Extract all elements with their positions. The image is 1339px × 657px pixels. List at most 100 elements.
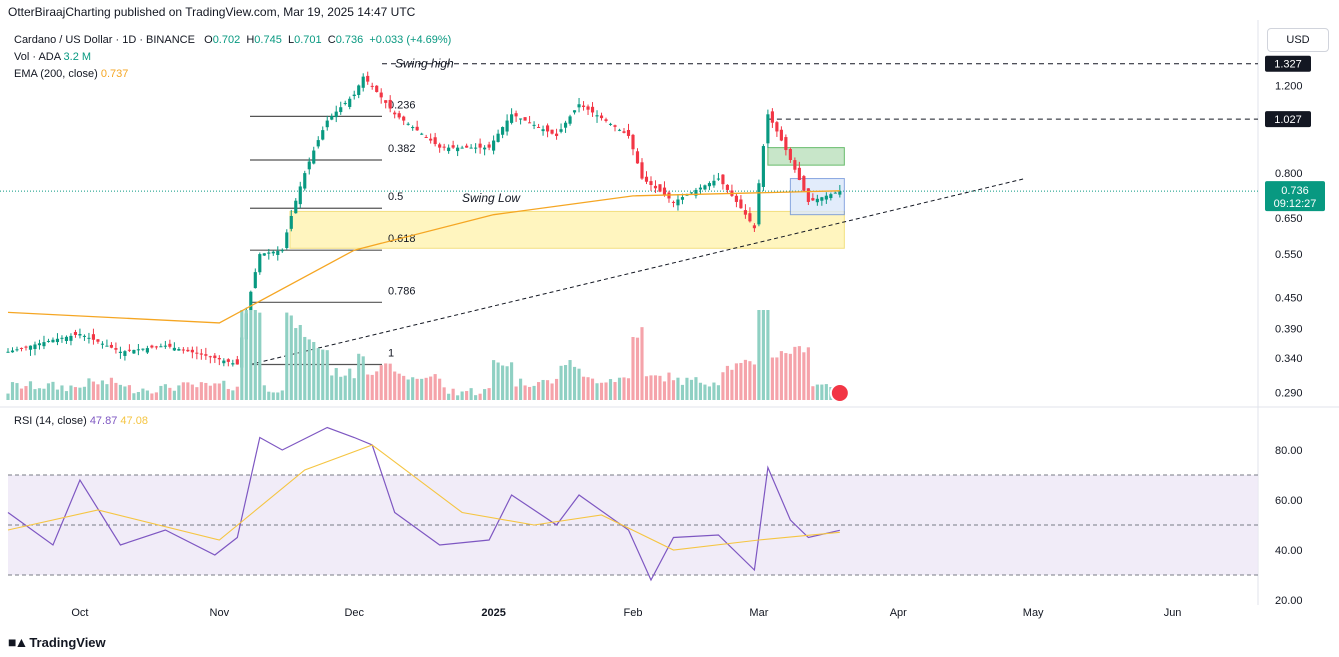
volume-bar — [325, 350, 329, 400]
volume-bar — [721, 372, 725, 400]
candle — [797, 167, 801, 180]
time-tick-label: Nov — [210, 607, 230, 619]
volume-bar — [213, 383, 217, 400]
price-tick-label: 0.290 — [1275, 387, 1303, 399]
volume-bar — [154, 392, 158, 400]
volume-bar — [190, 384, 194, 400]
candle — [725, 184, 729, 190]
volume-bar — [163, 384, 167, 400]
candle — [635, 151, 640, 164]
candle — [716, 178, 721, 180]
candle — [613, 125, 617, 127]
volume-bar — [294, 328, 298, 400]
volume-bar — [784, 353, 788, 400]
volume-bar — [150, 393, 154, 400]
candle — [177, 348, 181, 351]
rsi-tick-label: 20.00 — [1275, 595, 1303, 607]
volume-row[interactable]: Vol · ADA 3.2 M — [14, 49, 451, 66]
candle — [694, 189, 698, 196]
volume-bar — [316, 348, 320, 400]
volume-bar — [438, 378, 442, 400]
candle — [501, 127, 505, 135]
candle — [590, 106, 595, 113]
volume-bar — [761, 310, 765, 400]
candle — [748, 213, 752, 222]
candle — [298, 186, 302, 205]
swing-low-label: Swing Low — [462, 191, 521, 205]
candle — [312, 150, 316, 164]
volume-bar — [249, 310, 253, 400]
volume-bar — [613, 382, 617, 400]
volume-bar — [253, 310, 257, 400]
candle — [262, 253, 266, 256]
candle — [595, 115, 599, 117]
candle — [357, 85, 361, 95]
volume-bar — [343, 375, 347, 400]
candle — [550, 129, 554, 134]
volume-bar — [91, 381, 96, 400]
candle — [253, 272, 257, 289]
candle — [617, 129, 622, 131]
candle — [73, 331, 78, 335]
volume-bar — [581, 376, 586, 400]
candle — [631, 134, 635, 150]
rsi-tick-label: 60.00 — [1275, 495, 1303, 507]
swing-high-label: Swing high — [395, 57, 454, 71]
price-tick-label: 0.340 — [1275, 353, 1303, 365]
candle — [190, 349, 194, 353]
volume-bar — [132, 393, 136, 400]
volume-bar — [599, 382, 604, 400]
tradingview-logo-icon: ■▲ — [8, 634, 28, 650]
volume-bar — [429, 376, 433, 400]
candle — [330, 116, 334, 120]
volume-bar — [824, 384, 828, 400]
main-legend: Cardano / US Dollar · 1D · BINANCE O0.70… — [14, 32, 451, 83]
candle — [640, 162, 644, 179]
rsi-line — [7, 426, 840, 582]
volume-bar — [752, 364, 756, 400]
fib-golden-zone — [289, 210, 845, 249]
price-tick-label: 0.550 — [1275, 249, 1303, 261]
volume-bar — [312, 341, 316, 400]
volume-value: 3.2 M — [63, 51, 92, 63]
candle — [15, 349, 19, 351]
candle — [653, 185, 658, 189]
candle — [442, 146, 446, 148]
candle — [707, 183, 712, 187]
volume-bar — [707, 386, 712, 400]
candle — [280, 250, 284, 252]
ema-row[interactable]: EMA (200, close) 0.737 — [14, 66, 451, 83]
volume-bar — [186, 382, 190, 400]
volume-bar — [743, 359, 747, 400]
candle — [370, 85, 374, 87]
volume-bar — [415, 378, 419, 400]
volume-bar — [64, 391, 69, 400]
volume-bar — [492, 360, 496, 400]
candle — [644, 176, 649, 182]
volume-bar — [118, 384, 122, 400]
recent-high-price-tag: 1.027 — [1274, 114, 1302, 126]
volume-bar — [352, 378, 356, 400]
candle — [42, 342, 46, 347]
volume-bar — [55, 389, 60, 400]
volume-bar — [739, 362, 743, 400]
tradingview-brand[interactable]: ■▲ TradingView — [8, 634, 106, 650]
volume-bar — [199, 382, 203, 400]
candle — [599, 115, 604, 119]
volume-bar — [505, 366, 509, 400]
candle — [568, 116, 572, 124]
volume-bar — [6, 393, 10, 400]
volume-bar — [19, 388, 24, 400]
price-tick-label: 0.390 — [1275, 323, 1303, 335]
symbol-label[interactable]: Cardano / US Dollar · 1D · BINANCE — [14, 34, 195, 46]
candle — [37, 343, 42, 346]
currency-button[interactable]: USD — [1267, 28, 1329, 52]
volume-bar — [96, 384, 100, 400]
rsi-legend[interactable]: RSI (14, close) 47.87 47.08 — [14, 415, 148, 427]
volume-bar — [442, 387, 446, 400]
volume-bar — [393, 371, 397, 400]
swing-high-price-tag: 1.327 — [1274, 59, 1302, 71]
volume-bar — [779, 351, 783, 400]
volume-bar — [424, 377, 428, 400]
